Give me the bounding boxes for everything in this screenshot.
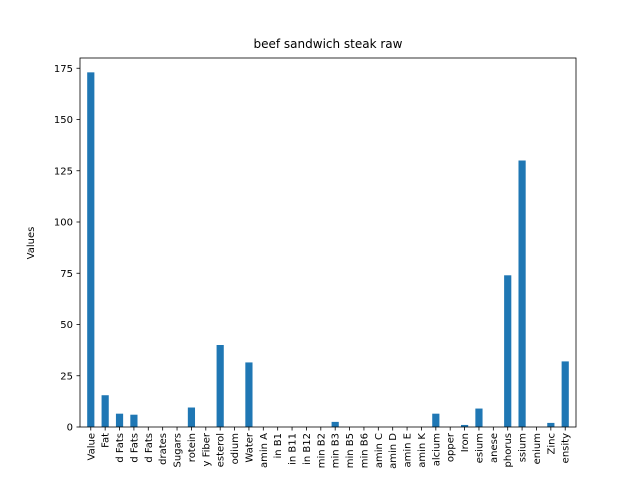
x-tick-label: phorus <box>503 433 514 467</box>
x-tick-label: amin C <box>374 433 385 468</box>
bar <box>432 413 440 427</box>
y-tick-label: 50 <box>60 320 73 331</box>
x-tick-label: odium <box>230 433 241 464</box>
x-tick-label: ssium <box>518 433 529 462</box>
bar <box>115 413 124 427</box>
y-tick-label: 175 <box>54 64 73 75</box>
chart-title: beef sandwich steak raw <box>254 37 403 51</box>
y-tick-label: 0 <box>67 423 73 434</box>
x-tick-label: enium <box>532 433 543 464</box>
x-tick-label: min B2 <box>316 433 327 468</box>
y-tick-label: 150 <box>54 115 73 126</box>
y-axis: 0 25 50 75 100 125 150 175 <box>54 64 80 434</box>
x-tick-label: rotein <box>187 433 198 462</box>
x-tick-label: Sugars <box>173 433 184 467</box>
y-tick-label: 125 <box>54 166 73 177</box>
x-tick-label: Fat <box>101 433 112 448</box>
x-tick-label: alcium <box>431 433 442 466</box>
plot-frame <box>79 57 577 428</box>
bar <box>245 362 253 427</box>
x-tick-label: in B12 <box>302 433 313 465</box>
bar <box>101 395 109 427</box>
x-tick-label: esium <box>474 433 485 463</box>
x-tick-label: Value <box>86 433 97 460</box>
bar <box>504 275 512 427</box>
bars-group <box>87 72 569 428</box>
x-tick-label: esterol <box>216 433 227 467</box>
bar <box>561 361 569 427</box>
x-tick-label: amin K <box>417 433 428 468</box>
bar <box>331 421 339 428</box>
x-tick-label: amin E <box>403 433 414 467</box>
x-tick-label: d Fats <box>115 433 126 463</box>
bar <box>87 72 95 427</box>
x-tick-label: y Fiber <box>201 432 212 466</box>
x-tick-label: in B11 <box>288 433 299 465</box>
x-tick-label: Iron <box>460 433 471 452</box>
bar <box>130 414 138 427</box>
x-tick-label: Zinc <box>546 433 557 454</box>
bar <box>216 345 224 427</box>
bar <box>187 407 196 427</box>
bar <box>518 160 526 427</box>
x-tick-label: min B5 <box>345 433 356 468</box>
y-tick-label: 25 <box>60 371 73 382</box>
x-tick-label: d Fats <box>144 433 155 463</box>
y-tick-label: 75 <box>60 269 73 280</box>
x-tick-label: in B1 <box>273 433 284 459</box>
x-tick-label: opper <box>446 432 457 462</box>
x-tick-label: Water <box>244 432 255 462</box>
x-axis: Value Fat d Fats d Fats d Fats drates Sugars ro… <box>86 427 572 469</box>
y-axis-label: Values <box>26 227 37 260</box>
x-tick-label: ensity <box>561 433 572 463</box>
bar <box>547 422 555 427</box>
x-tick-label: drates <box>158 433 169 465</box>
x-tick-label: d Fats <box>129 433 140 463</box>
bar <box>475 408 483 427</box>
bar <box>460 424 469 427</box>
x-tick-label: amin A <box>259 433 270 468</box>
x-tick-label: amin D <box>388 433 399 469</box>
x-tick-label: min B6 <box>359 433 370 468</box>
x-tick-label: min B3 <box>331 433 342 468</box>
y-tick-label: 100 <box>54 218 73 229</box>
x-tick-label: anese <box>489 433 500 463</box>
